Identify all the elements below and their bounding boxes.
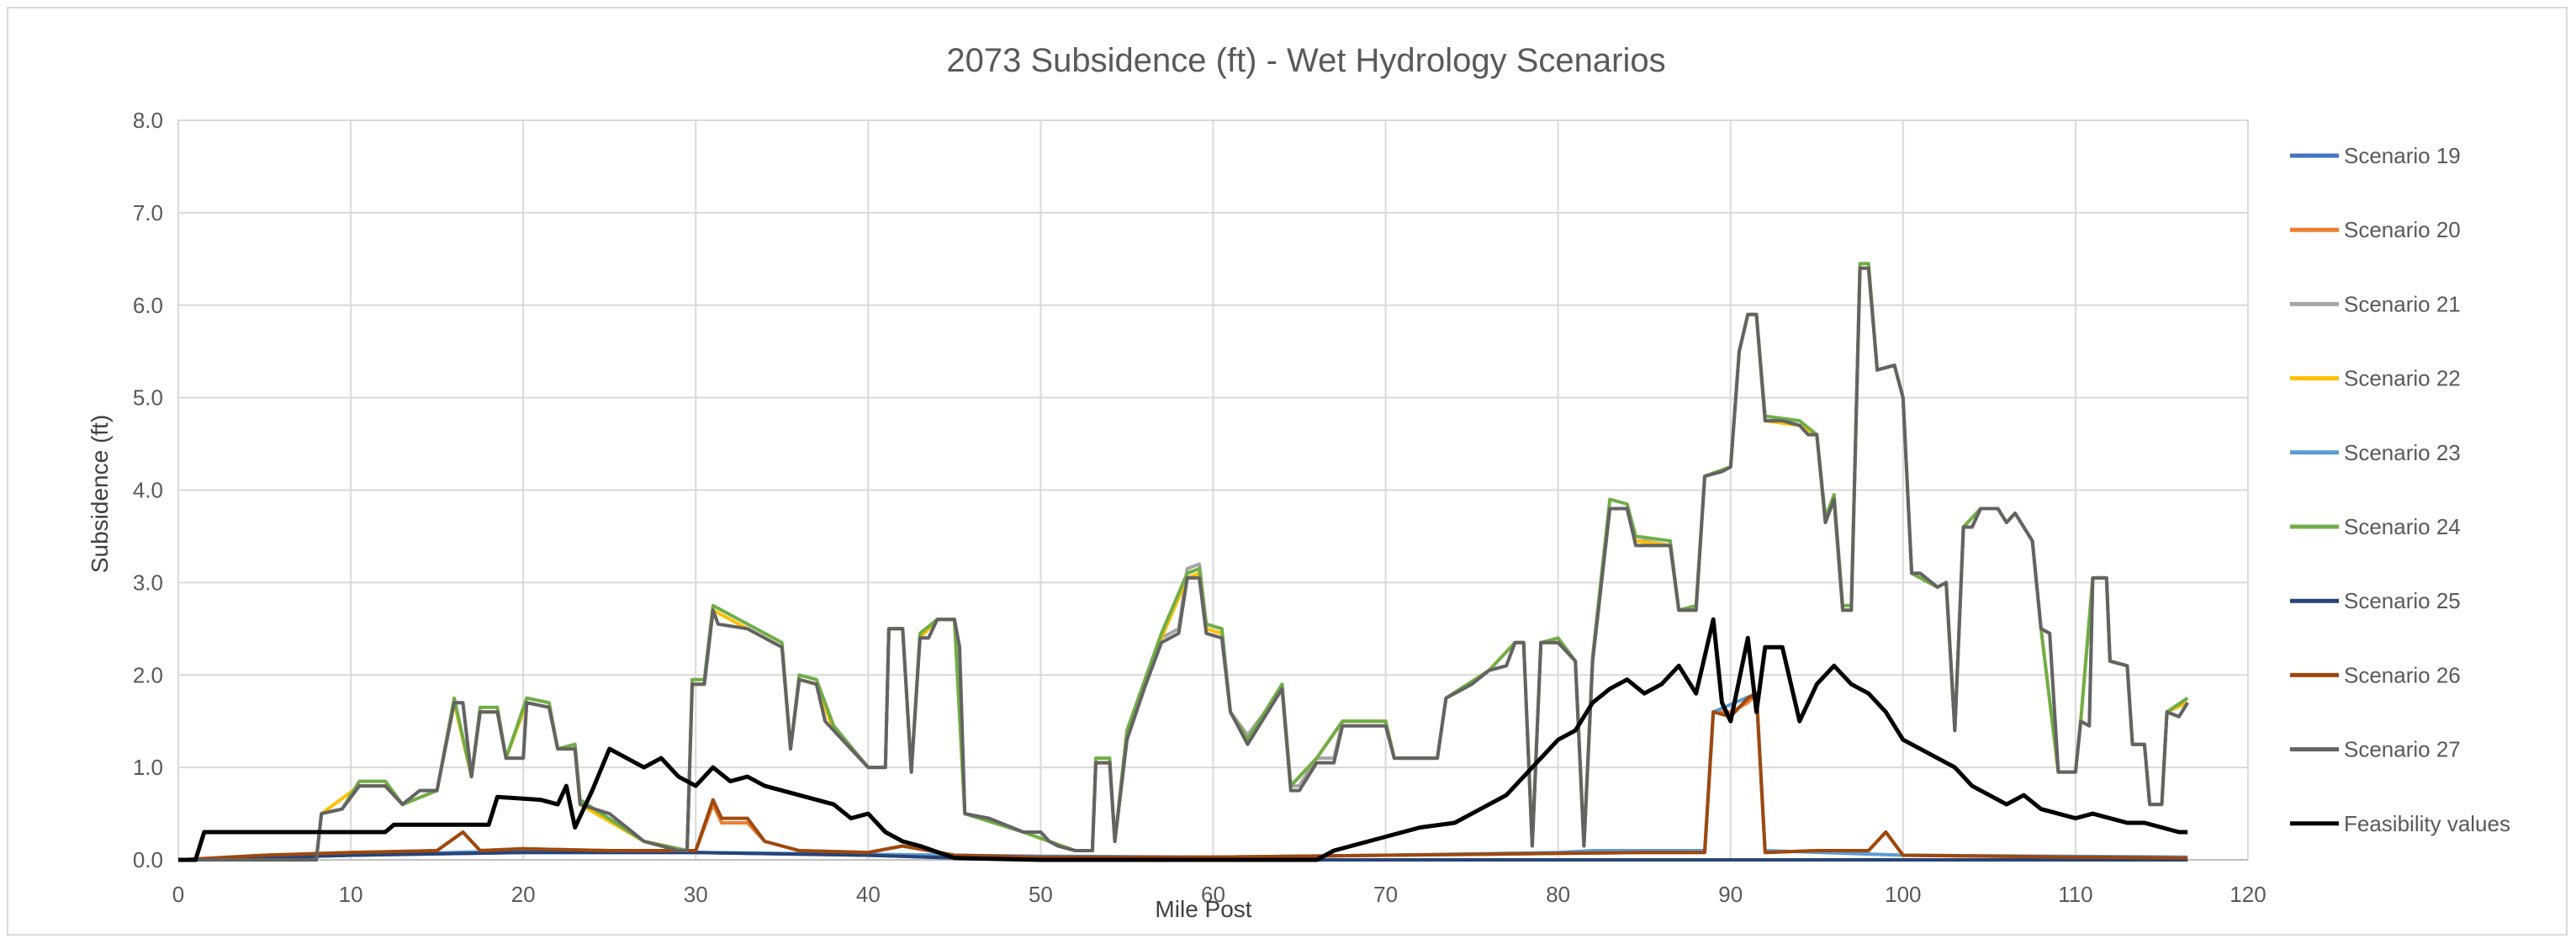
y-tick-label: 3.0 xyxy=(133,570,163,595)
legend-label: Scenario 25 xyxy=(2344,588,2461,613)
legend-label: Scenario 21 xyxy=(2344,291,2461,316)
y-axis-title: Subsidence (ft) xyxy=(87,415,113,573)
x-tick-label: 10 xyxy=(339,882,363,907)
legend-label: Scenario 19 xyxy=(2344,143,2461,168)
series-line-scenario-25 xyxy=(177,851,2188,862)
x-tick-label: 70 xyxy=(1373,882,1398,907)
x-tick-label: 50 xyxy=(1029,882,1053,907)
y-tick-label: 8.0 xyxy=(133,108,163,133)
series-line-scenario-22 xyxy=(178,266,2189,862)
series-line-scenario-21 xyxy=(178,266,2189,862)
y-tick-label: 5.0 xyxy=(133,385,163,411)
y-tick-label: 1.0 xyxy=(133,755,163,780)
x-tick-label: 120 xyxy=(2230,882,2266,907)
x-tick-label: 60 xyxy=(1201,882,1225,907)
series-line-scenario-27 xyxy=(178,266,2189,862)
y-tick-label: 4.0 xyxy=(133,478,163,503)
x-tick-label: 100 xyxy=(1885,882,1921,907)
x-tick-label: 0 xyxy=(172,882,184,907)
x-tick-label: 110 xyxy=(2058,882,2092,907)
x-tick-label: 20 xyxy=(511,882,536,907)
axes: 0.0 1.0 2.0 3.0 4.0 5.0 6.0 7.0 8.0 0 10 20 30 40 50 60… xyxy=(133,108,2267,907)
legend-label: Scenario 22 xyxy=(2344,366,2461,391)
x-axis-title: Mile Post xyxy=(1155,896,1251,922)
legend-label: Scenario 26 xyxy=(2344,662,2461,687)
x-tick-label: 40 xyxy=(856,882,881,907)
chart-svg: 2073 Subsidence (ft) - Wet Hydrology Sce… xyxy=(87,42,2510,922)
legend-label: Scenario 27 xyxy=(2344,737,2461,762)
series-line-scenario-26 xyxy=(177,692,2188,862)
series-line-scenario-24 xyxy=(178,262,2189,862)
legend-label: Scenario 24 xyxy=(2344,514,2461,539)
y-tick-label: 6.0 xyxy=(133,293,163,318)
y-tick-label: 7.0 xyxy=(133,200,163,225)
series-lines xyxy=(177,262,2189,862)
y-tick-label: 0.0 xyxy=(133,847,163,872)
x-tick-label: 80 xyxy=(1546,882,1570,907)
chart-title: 2073 Subsidence (ft) - Wet Hydrology Sce… xyxy=(946,42,1665,79)
legend-label: Feasibility values xyxy=(2344,811,2510,836)
legend-label: Scenario 20 xyxy=(2344,217,2461,242)
y-tick-label: 2.0 xyxy=(133,662,163,687)
series-line-feasibility-values xyxy=(178,617,2188,862)
legend-label: Scenario 23 xyxy=(2344,440,2461,465)
chart-frame: 2073 Subsidence (ft) - Wet Hydrology Sce… xyxy=(7,7,2568,936)
gridlines xyxy=(177,119,2249,861)
x-tick-label: 30 xyxy=(684,882,708,907)
x-tick-label: 90 xyxy=(1718,882,1743,907)
legend: Scenario 19 Scenario 20 Scenario 21 Scenari… xyxy=(2290,143,2510,836)
